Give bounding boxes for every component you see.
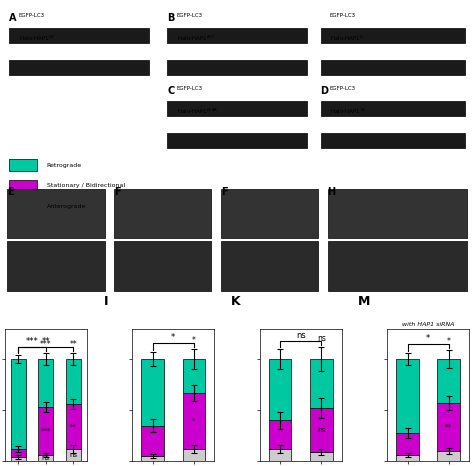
Bar (328, 189, 467, 238)
Bar (182, 359, 205, 393)
Text: ns: ns (42, 455, 50, 461)
Text: ns: ns (317, 334, 326, 343)
Text: Halo-HAP1$^{\Delta KV}$: Halo-HAP1$^{\Delta KV}$ (177, 34, 216, 43)
Text: Halo-HAP1$^{WT}$: Halo-HAP1$^{WT}$ (18, 34, 56, 43)
Text: ***: *** (41, 428, 51, 434)
Bar (11, 457, 26, 461)
Bar (320, 28, 465, 42)
Text: A: A (9, 14, 17, 23)
Bar (269, 449, 292, 461)
Text: F: F (114, 187, 120, 197)
Bar (182, 449, 205, 461)
Bar (38, 359, 54, 407)
Bar (182, 393, 205, 449)
Bar (141, 425, 164, 456)
Text: **: ** (446, 424, 452, 430)
Bar (141, 456, 164, 461)
Text: EGFP-LC3: EGFP-LC3 (330, 14, 356, 19)
Text: ns: ns (296, 331, 306, 340)
Text: I: I (103, 295, 108, 308)
Text: Anterograde: Anterograde (46, 204, 86, 209)
Bar (396, 455, 419, 461)
Bar (11, 449, 26, 457)
Bar (7, 189, 105, 238)
Text: K: K (231, 295, 240, 308)
Text: **: ** (69, 340, 77, 349)
Text: ns: ns (317, 427, 325, 433)
Bar (438, 403, 460, 451)
Bar (396, 433, 419, 455)
Text: Retrograde: Retrograde (46, 163, 82, 168)
Bar (9, 159, 37, 171)
Text: Halo-HAP1$^{TA}$: Halo-HAP1$^{TA}$ (330, 107, 366, 116)
Bar (396, 359, 419, 433)
Text: F: F (221, 187, 228, 197)
Bar (66, 449, 81, 461)
Text: B: B (167, 14, 175, 23)
Bar (114, 241, 211, 291)
Bar (9, 200, 37, 212)
Text: ns: ns (69, 452, 77, 458)
Text: Halo-HAP1$^{EEAA}$: Halo-HAP1$^{EEAA}$ (177, 107, 218, 116)
Text: *: * (171, 333, 175, 342)
Text: Stationary / Bidirectional: Stationary / Bidirectional (46, 183, 125, 188)
Text: H: H (328, 187, 336, 197)
Bar (167, 28, 307, 42)
Bar (310, 408, 333, 452)
Text: EGFP-LC3: EGFP-LC3 (177, 14, 203, 19)
Bar (9, 180, 37, 192)
Bar (141, 359, 164, 425)
Bar (11, 359, 26, 449)
Text: E: E (7, 187, 14, 197)
Bar (7, 241, 105, 291)
Text: D: D (320, 86, 328, 96)
Bar (9, 60, 149, 75)
Bar (310, 359, 333, 408)
Bar (38, 455, 54, 461)
Text: *: * (447, 337, 451, 346)
Text: *: * (192, 336, 196, 345)
Bar (221, 241, 319, 291)
Bar (320, 60, 465, 75)
Bar (167, 60, 307, 75)
Bar (310, 452, 333, 461)
Bar (269, 359, 292, 420)
Bar (269, 420, 292, 449)
Bar (320, 133, 465, 148)
Bar (328, 241, 467, 291)
Title: with HAP1 siRNA: with HAP1 siRNA (402, 322, 455, 327)
Text: ***: *** (40, 340, 52, 349)
Text: ***: *** (26, 337, 38, 346)
Bar (167, 101, 307, 116)
Bar (66, 404, 81, 449)
Bar (66, 359, 81, 404)
Text: *: * (426, 334, 430, 343)
Bar (438, 451, 460, 461)
Bar (114, 189, 211, 238)
Text: Halo-HAP1$^{D}$: Halo-HAP1$^{D}$ (330, 34, 364, 43)
Bar (167, 133, 307, 148)
Text: **: ** (42, 337, 50, 346)
Text: *: * (192, 418, 195, 424)
Text: EGFP-LC3: EGFP-LC3 (330, 86, 356, 91)
Bar (9, 28, 149, 42)
Bar (38, 407, 54, 455)
Text: EGFP-LC3: EGFP-LC3 (18, 14, 45, 19)
Bar (320, 101, 465, 116)
Text: **: ** (70, 424, 77, 430)
Text: M: M (358, 295, 371, 308)
Text: C: C (167, 86, 174, 96)
Text: EGFP-LC3: EGFP-LC3 (177, 86, 203, 91)
Bar (438, 359, 460, 403)
Bar (221, 189, 319, 238)
